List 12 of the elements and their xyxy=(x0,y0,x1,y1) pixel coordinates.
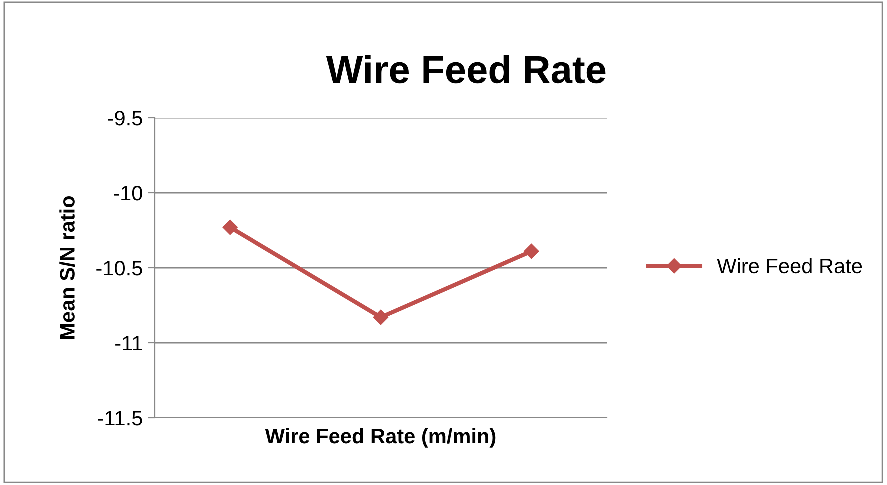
chart-title: Wire Feed Rate xyxy=(326,55,606,84)
y-tick-label: -10.5 xyxy=(96,261,142,276)
point xyxy=(524,244,540,260)
y-tick-label: -11 xyxy=(116,336,142,351)
legend-label: Wire Feed Rate xyxy=(717,258,862,274)
point xyxy=(222,220,238,236)
point xyxy=(373,310,389,326)
y-axis-title: Mean S/N ratio xyxy=(60,196,76,339)
y-tick-label: -10 xyxy=(114,186,142,201)
y-tick-label: -11.5 xyxy=(98,411,142,426)
y-tick-label: -9.5 xyxy=(108,111,142,126)
x-axis-title: Wire Feed Rate (m/min) xyxy=(265,428,496,448)
